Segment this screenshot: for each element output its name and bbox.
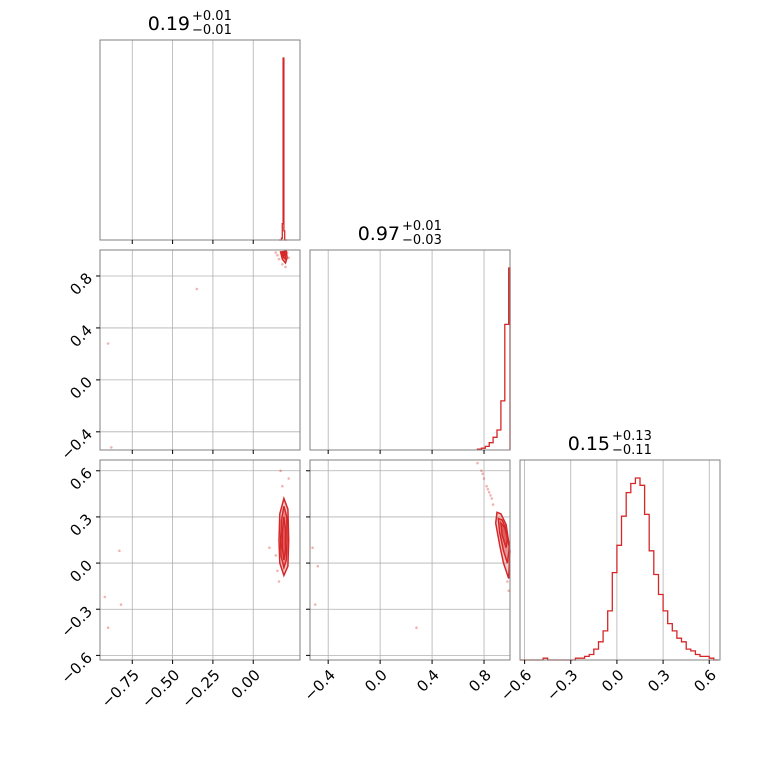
panel-2-0-point-3 bbox=[274, 554, 278, 557]
title-plus-error: +0.13 bbox=[612, 429, 652, 444]
panel-2-1-point-9 bbox=[481, 472, 485, 476]
panel-1-0-point-8 bbox=[106, 342, 110, 345]
panel-1-0-point-1 bbox=[277, 257, 281, 261]
panel-2-1-point-4 bbox=[487, 491, 491, 494]
panel-1-0-point-9 bbox=[110, 446, 113, 449]
panel-2-1-point-8 bbox=[486, 487, 490, 491]
panel-1-0-point-2 bbox=[274, 251, 278, 254]
data-layer bbox=[103, 57, 719, 661]
panel-2-1-point-13 bbox=[311, 546, 314, 549]
panel-2-1-point-1 bbox=[480, 469, 483, 473]
title-minus-error: −0.01 bbox=[192, 23, 232, 38]
y-tick-label: 0.0 bbox=[66, 556, 96, 586]
panel-2-0-point-2 bbox=[277, 580, 281, 583]
panel-2-0-point-10 bbox=[106, 626, 110, 629]
panel-2-1-point-0 bbox=[476, 461, 479, 465]
panel-2-1-contour-2 bbox=[499, 520, 509, 548]
y-tick-label: 0.0 bbox=[66, 373, 96, 403]
panel-1-0-point-4 bbox=[284, 265, 287, 269]
panel-1-0-contour-2 bbox=[281, 250, 286, 257]
x-tick-label: −0.3 bbox=[543, 666, 581, 704]
y-tick-label: 0.8 bbox=[66, 269, 96, 299]
panel-0-0-frame bbox=[99, 39, 301, 241]
panel-title-1: 0.97 +0.01−0.03 bbox=[358, 219, 442, 248]
x-tick-label: 0.0 bbox=[361, 666, 391, 696]
panel-1-0-point-0 bbox=[276, 253, 279, 257]
panel-2-0-point-6 bbox=[276, 569, 279, 573]
title-plus-error: +0.01 bbox=[192, 9, 232, 24]
panel-1-0-point-3 bbox=[287, 256, 291, 260]
grid-layer bbox=[100, 40, 710, 660]
title-value: 0.15 bbox=[568, 433, 610, 455]
x-tick-label: −0.6 bbox=[497, 666, 535, 704]
panel-2-0-point-5 bbox=[287, 477, 291, 480]
panel-2-0-point-7 bbox=[118, 549, 121, 553]
panel-2-1-point-3 bbox=[485, 484, 488, 488]
panel-2-1-frame bbox=[309, 459, 511, 661]
panel-2-0-point-4 bbox=[268, 546, 271, 549]
x-tick-label: −0.50 bbox=[138, 666, 183, 711]
histogram-param-0 bbox=[279, 57, 288, 241]
panel-2-1-point-11 bbox=[506, 580, 509, 583]
histogram-param-1 bbox=[476, 267, 511, 450]
panel-2-1-point-12 bbox=[316, 564, 320, 568]
title-plus-error: +0.01 bbox=[402, 219, 442, 234]
x-tick-label: 0.8 bbox=[465, 666, 495, 696]
x-tick-label: 0.4 bbox=[413, 666, 443, 696]
frame-layer bbox=[99, 39, 721, 661]
panel-2-1-point-5 bbox=[490, 497, 494, 500]
y-tick-label: −0.6 bbox=[58, 649, 96, 687]
title-value: 0.19 bbox=[148, 13, 190, 35]
panel-2-1-point-2 bbox=[482, 477, 486, 480]
tick-layer bbox=[96, 240, 710, 664]
x-tick-label: 0.3 bbox=[644, 666, 674, 696]
panel-1-0-frame bbox=[99, 249, 301, 451]
y-tick-label: −0.3 bbox=[58, 603, 96, 641]
title-value: 0.97 bbox=[358, 223, 400, 245]
y-tick-label: −0.4 bbox=[58, 425, 96, 463]
y-tick-label: 0.6 bbox=[66, 464, 96, 494]
x-tick-label: −0.25 bbox=[178, 666, 223, 711]
panel-1-0-point-5 bbox=[281, 263, 284, 266]
x-tick-label: −0.4 bbox=[300, 666, 338, 704]
title-minus-error: −0.03 bbox=[402, 233, 442, 248]
text-layer: −0.75−0.50−0.25 0.00 −0.4 0.0 0.4 0.8 −0.6 −0.3… bbox=[58, 9, 720, 711]
panel-2-0-point-9 bbox=[103, 595, 107, 599]
panel-2-0-point-0 bbox=[279, 469, 282, 473]
histogram-param-2 bbox=[520, 477, 719, 661]
panel-2-0-frame bbox=[99, 459, 301, 661]
x-tick-label: 0.00 bbox=[228, 666, 264, 702]
y-tick-label: 0.3 bbox=[66, 510, 96, 540]
panel-2-1-point-6 bbox=[491, 503, 495, 506]
x-tick-label: 0.0 bbox=[598, 666, 628, 696]
x-tick-label: 0.6 bbox=[690, 666, 720, 696]
panel-2-1-point-10 bbox=[507, 589, 511, 593]
panel-2-2-frame bbox=[519, 459, 721, 661]
title-minus-error: −0.11 bbox=[612, 443, 652, 458]
y-tick-label: 0.4 bbox=[66, 321, 96, 351]
panel-2-0-contour-2 bbox=[281, 516, 287, 561]
panel-1-1-frame bbox=[309, 249, 511, 451]
panel-2-1-point-15 bbox=[415, 626, 418, 629]
panel-2-0-point-8 bbox=[119, 603, 123, 606]
panel-2-1-point-7 bbox=[489, 494, 492, 497]
panel-1-0-point-7 bbox=[195, 287, 199, 291]
x-tick-label: −0.75 bbox=[98, 666, 143, 711]
panel-title-2: 0.15 +0.13−0.11 bbox=[568, 429, 652, 458]
panel-2-0-point-1 bbox=[281, 484, 284, 488]
panel-2-1-point-14 bbox=[313, 603, 317, 606]
panel-title-0: 0.19 +0.01−0.01 bbox=[148, 9, 232, 38]
